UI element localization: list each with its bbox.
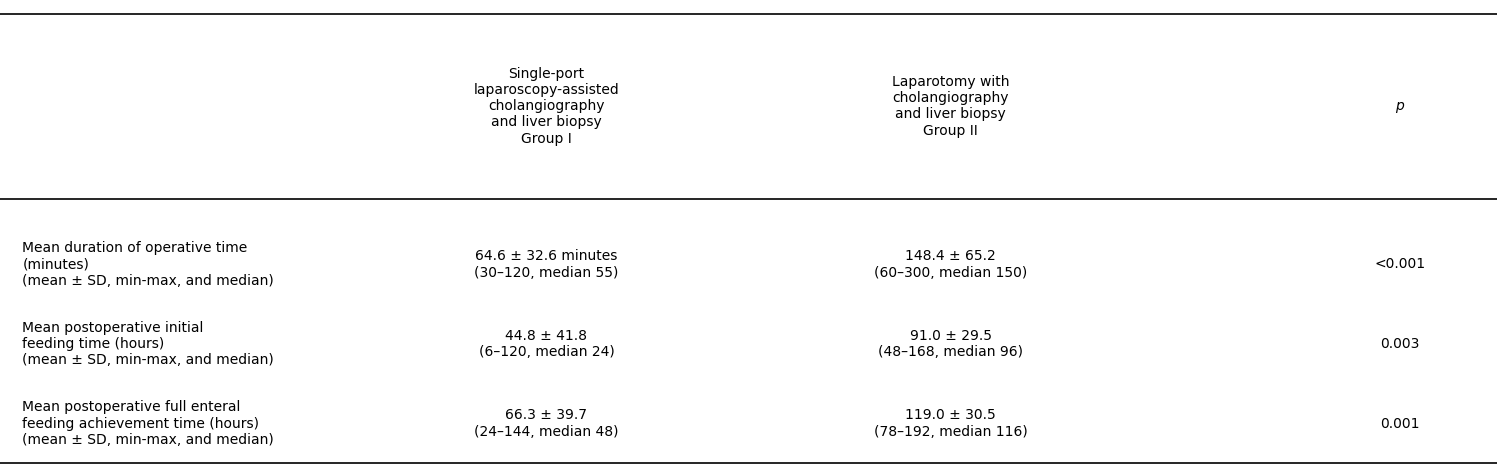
Text: 66.3 ± 39.7
(24–144, median 48): 66.3 ± 39.7 (24–144, median 48) <box>475 409 618 439</box>
Text: Mean postoperative full enteral
feeding achievement time (hours)
(mean ± SD, min: Mean postoperative full enteral feeding … <box>22 400 274 447</box>
Text: 44.8 ± 41.8
(6–120, median 24): 44.8 ± 41.8 (6–120, median 24) <box>479 329 614 359</box>
Text: p: p <box>1395 99 1404 113</box>
Text: Mean postoperative initial
feeding time (hours)
(mean ± SD, min-max, and median): Mean postoperative initial feeding time … <box>22 321 274 367</box>
Text: 91.0 ± 29.5
(48–168, median 96): 91.0 ± 29.5 (48–168, median 96) <box>879 329 1022 359</box>
Text: 148.4 ± 65.2
(60–300, median 150): 148.4 ± 65.2 (60–300, median 150) <box>874 249 1027 279</box>
Text: 0.001: 0.001 <box>1380 417 1419 431</box>
Text: 119.0 ± 30.5
(78–192, median 116): 119.0 ± 30.5 (78–192, median 116) <box>874 409 1027 439</box>
Text: 0.003: 0.003 <box>1380 337 1419 351</box>
Text: Laparotomy with
cholangiography
and liver biopsy
Group II: Laparotomy with cholangiography and live… <box>892 75 1009 138</box>
Text: 64.6 ± 32.6 minutes
(30–120, median 55): 64.6 ± 32.6 minutes (30–120, median 55) <box>475 249 618 279</box>
Text: <0.001: <0.001 <box>1374 257 1425 271</box>
Text: Mean duration of operative time
(minutes)
(mean ± SD, min-max, and median): Mean duration of operative time (minutes… <box>22 241 274 288</box>
Text: Single-port
laparoscopy-assisted
cholangiography
and liver biopsy
Group I: Single-port laparoscopy-assisted cholang… <box>473 67 620 146</box>
